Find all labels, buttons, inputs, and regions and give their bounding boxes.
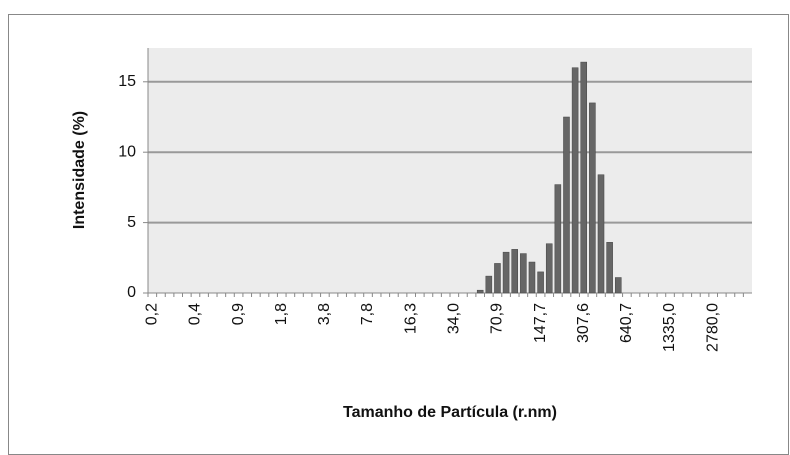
x-tick-label: 7,8	[359, 303, 376, 325]
plot-area	[148, 48, 752, 293]
bar	[511, 249, 518, 294]
y-tick-label: 15	[118, 73, 136, 90]
bar	[545, 243, 553, 294]
bar	[589, 102, 596, 294]
x-tick-label: 307,6	[575, 303, 592, 343]
y-tick-label: 10	[118, 143, 136, 160]
x-axis-title: Tamanho de Partícula (r.nm)	[343, 404, 557, 421]
bar	[563, 116, 570, 294]
x-tick-label: 2780,0	[704, 303, 721, 352]
y-tick-label: 5	[127, 214, 136, 231]
bar	[580, 61, 588, 294]
bar	[520, 253, 527, 294]
x-tick-label: 147,7	[532, 303, 549, 343]
bar	[597, 174, 605, 294]
bar	[614, 277, 622, 294]
x-tick-label: 16,3	[402, 303, 419, 334]
x-tick-label: 640,7	[618, 303, 635, 343]
x-tick-label: 70,9	[489, 303, 506, 334]
bar	[485, 275, 493, 294]
bar	[554, 184, 562, 294]
bar	[606, 242, 613, 294]
x-tick-label: 0,9	[230, 303, 247, 325]
bar	[537, 271, 544, 294]
y-axis-title: Intensidade (%)	[71, 111, 88, 229]
x-tick-label: 34,0	[446, 303, 463, 334]
x-tick-label: 0,4	[187, 303, 204, 325]
x-tick-label: 0,2	[144, 303, 161, 325]
bar	[528, 261, 536, 294]
bar	[476, 289, 484, 294]
x-tick-label: 1,8	[273, 303, 290, 325]
bar	[502, 251, 510, 294]
x-tick-label: 3,8	[316, 303, 333, 325]
x-tick-label: 1335,0	[661, 303, 678, 352]
bar	[571, 67, 579, 294]
bar	[494, 263, 501, 294]
y-tick-label: 0	[127, 284, 136, 301]
